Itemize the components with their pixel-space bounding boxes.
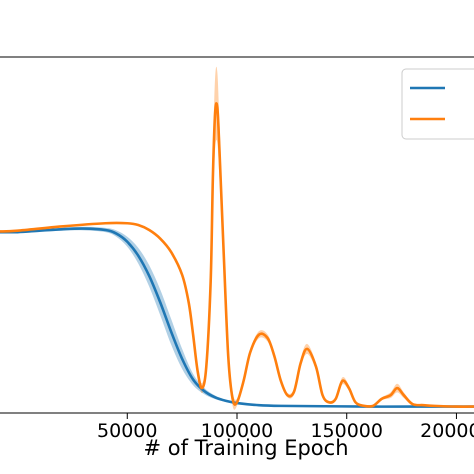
x-tick-label: 50000: [97, 420, 157, 442]
x-axis-label: # of Training Epoch: [143, 436, 348, 460]
series-line-1: [0, 227, 474, 408]
x-tick-label: 150000: [310, 420, 383, 442]
legend-box: [401, 68, 474, 140]
x-axis-ticks: 50000 100000 150000 200000: [97, 413, 474, 442]
legend: [401, 68, 474, 140]
x-tick-label: 100000: [201, 420, 274, 442]
x-tick-label: 200000: [420, 420, 474, 442]
series-lines: [0, 102, 474, 408]
series-line-2: [0, 102, 474, 408]
